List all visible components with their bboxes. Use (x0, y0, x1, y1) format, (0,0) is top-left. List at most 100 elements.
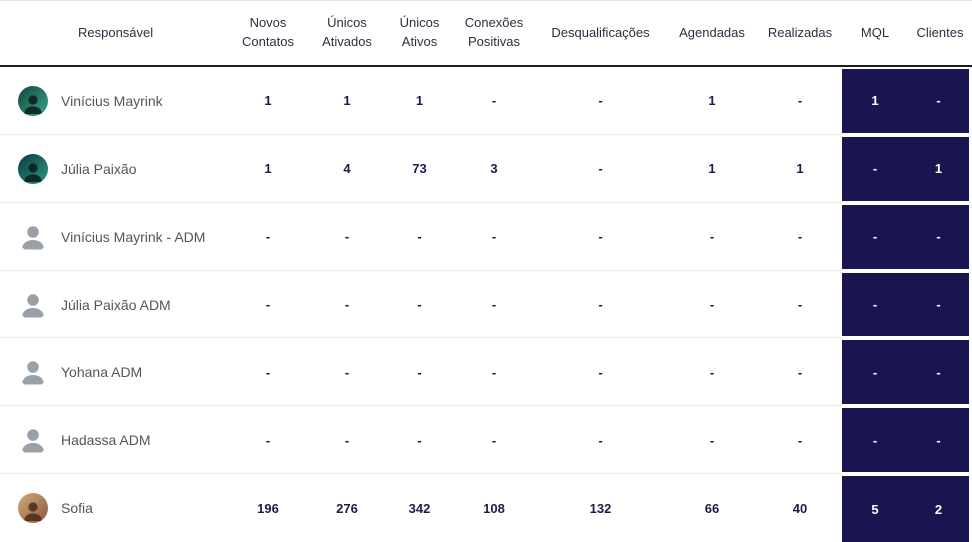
cell-desqualificacoes: - (598, 432, 603, 448)
cell-clientes: - (908, 272, 969, 337)
user-avatar (18, 493, 48, 524)
column-header-realizadas: Realizadas (767, 24, 833, 40)
table-row: Vinícius Mayrink - ADM - - - - - - - - - (0, 203, 972, 271)
cell-novos-contatos: - (265, 229, 271, 245)
cell-desqualificacoes: - (598, 161, 603, 177)
user-avatar (18, 222, 48, 252)
cell-conexoes-positivas: - (491, 93, 497, 109)
cell-conexoes-positivas: 3 (490, 161, 498, 177)
cell-novos-contatos: 1 (264, 93, 272, 109)
person-icon (24, 502, 42, 522)
column-header-conexoes-positivas: Conexões Positivas (464, 15, 524, 49)
cell-mql: 1 (842, 69, 908, 133)
column-header-agendadas: Agendadas (679, 24, 745, 40)
cell-unicos-ativados: - (344, 432, 350, 448)
cell-mql: - (842, 272, 908, 337)
cell-agendadas: 66 (704, 500, 720, 516)
responsavel-cell: Sofia (0, 474, 228, 542)
table-header-row: Responsável Novos Contatos Únicos Ativad… (0, 1, 972, 67)
table-row: Júlia Paixão 1 4 73 3 - 1 1 - 1 (0, 135, 972, 203)
column-header-unicos-ativados: Únicos Ativados (322, 15, 372, 49)
responsavel-cell: Júlia Paixão ADM (0, 271, 228, 339)
user-avatar (18, 290, 48, 320)
responsavel-name: Sofia (61, 500, 93, 517)
table-row: Vinícius Mayrink 1 1 1 - - 1 - 1 - (0, 67, 972, 135)
responsavel-name: Júlia Paixão ADM (61, 296, 171, 313)
cell-unicos-ativos: - (417, 229, 422, 245)
cell-realizadas: - (797, 297, 803, 312)
column-header-mql: MQL (860, 24, 890, 40)
cell-agendadas: 1 (708, 93, 716, 109)
cell-unicos-ativados: - (344, 364, 350, 380)
cell-unicos-ativos: - (417, 364, 422, 380)
cell-clientes: 2 (908, 476, 969, 542)
cell-agendadas: - (709, 297, 715, 312)
column-header-novos-contatos: Novos Contatos (241, 15, 295, 49)
cell-mql: 5 (842, 476, 908, 542)
responsavel-name: Vinícius Mayrink - ADM (61, 228, 206, 245)
cell-novos-contatos: - (265, 364, 271, 380)
cell-realizadas: 40 (792, 500, 808, 516)
cell-unicos-ativos: 73 (412, 161, 427, 177)
user-avatar (18, 357, 48, 387)
person-icon (22, 293, 44, 317)
person-icon (22, 361, 44, 385)
column-header-clientes: Clientes (916, 24, 964, 40)
cell-unicos-ativos: 1 (415, 93, 424, 109)
cell-unicos-ativados: 4 (343, 161, 351, 177)
column-header-desqualificacoes: Desqualificações (551, 24, 650, 40)
cell-realizadas: 1 (796, 161, 804, 177)
responsavel-name: Hadassa ADM (61, 432, 151, 449)
cell-conexoes-positivas: - (491, 229, 497, 245)
cell-clientes: - (908, 69, 969, 133)
cell-agendadas: - (709, 432, 715, 448)
cell-conexoes-positivas: 108 (483, 500, 505, 516)
cell-novos-contatos: - (265, 297, 271, 312)
responsavel-cell: Júlia Paixão (0, 135, 228, 203)
column-header-unicos-ativos: Únicos Ativos (399, 15, 440, 49)
person-icon (24, 95, 42, 114)
cell-desqualificacoes: - (598, 229, 603, 245)
table-row: Yohana ADM - - - - - - - - - (0, 338, 972, 407)
responsavel-name: Vinícius Mayrink (61, 92, 163, 109)
cell-mql: - (842, 204, 908, 269)
cell-novos-contatos: - (265, 432, 271, 448)
cell-novos-contatos: 196 (257, 500, 279, 516)
responsavel-cell: Vinícius Mayrink (0, 67, 228, 135)
cell-conexoes-positivas: - (491, 364, 497, 380)
cell-unicos-ativos: - (417, 297, 422, 312)
cell-unicos-ativados: - (344, 297, 350, 312)
cell-conexoes-positivas: - (491, 297, 497, 312)
cell-realizadas: - (797, 432, 803, 448)
person-icon (24, 163, 42, 182)
responsavel-cell: Hadassa ADM (0, 406, 228, 474)
cell-novos-contatos: 1 (264, 161, 272, 177)
cell-realizadas: - (797, 93, 803, 109)
cell-clientes: - (908, 340, 969, 405)
cell-desqualificacoes: - (598, 93, 603, 109)
cell-mql: - (842, 408, 908, 473)
cell-desqualificacoes: - (598, 364, 603, 380)
table-row: Sofia 196 276 342 108 132 66 40 5 2 (0, 474, 972, 542)
cell-clientes: - (908, 204, 969, 269)
cell-realizadas: - (797, 229, 803, 245)
responsavel-cell: Yohana ADM (0, 338, 228, 406)
table-body: Vinícius Mayrink 1 1 1 - - 1 - 1 - Júlia… (0, 67, 972, 542)
user-avatar (18, 425, 48, 455)
cell-unicos-ativos: - (417, 432, 422, 448)
cell-realizadas: - (797, 364, 803, 380)
cell-unicos-ativados: 276 (336, 500, 358, 516)
cell-unicos-ativos: 342 (408, 500, 431, 516)
cell-unicos-ativados: 1 (343, 93, 351, 109)
cell-agendadas: - (709, 229, 715, 245)
column-header-responsavel: Responsável (78, 24, 154, 40)
cell-agendadas: 1 (708, 161, 716, 177)
cell-agendadas: - (709, 364, 715, 380)
cell-unicos-ativados: - (344, 229, 350, 245)
table-row: Júlia Paixão ADM - - - - - - - - - (0, 271, 972, 339)
cell-mql: - (842, 340, 908, 405)
person-icon (22, 429, 44, 453)
responsavel-cell: Vinícius Mayrink - ADM (0, 203, 228, 271)
table-row: Hadassa ADM - - - - - - - - - (0, 406, 972, 475)
